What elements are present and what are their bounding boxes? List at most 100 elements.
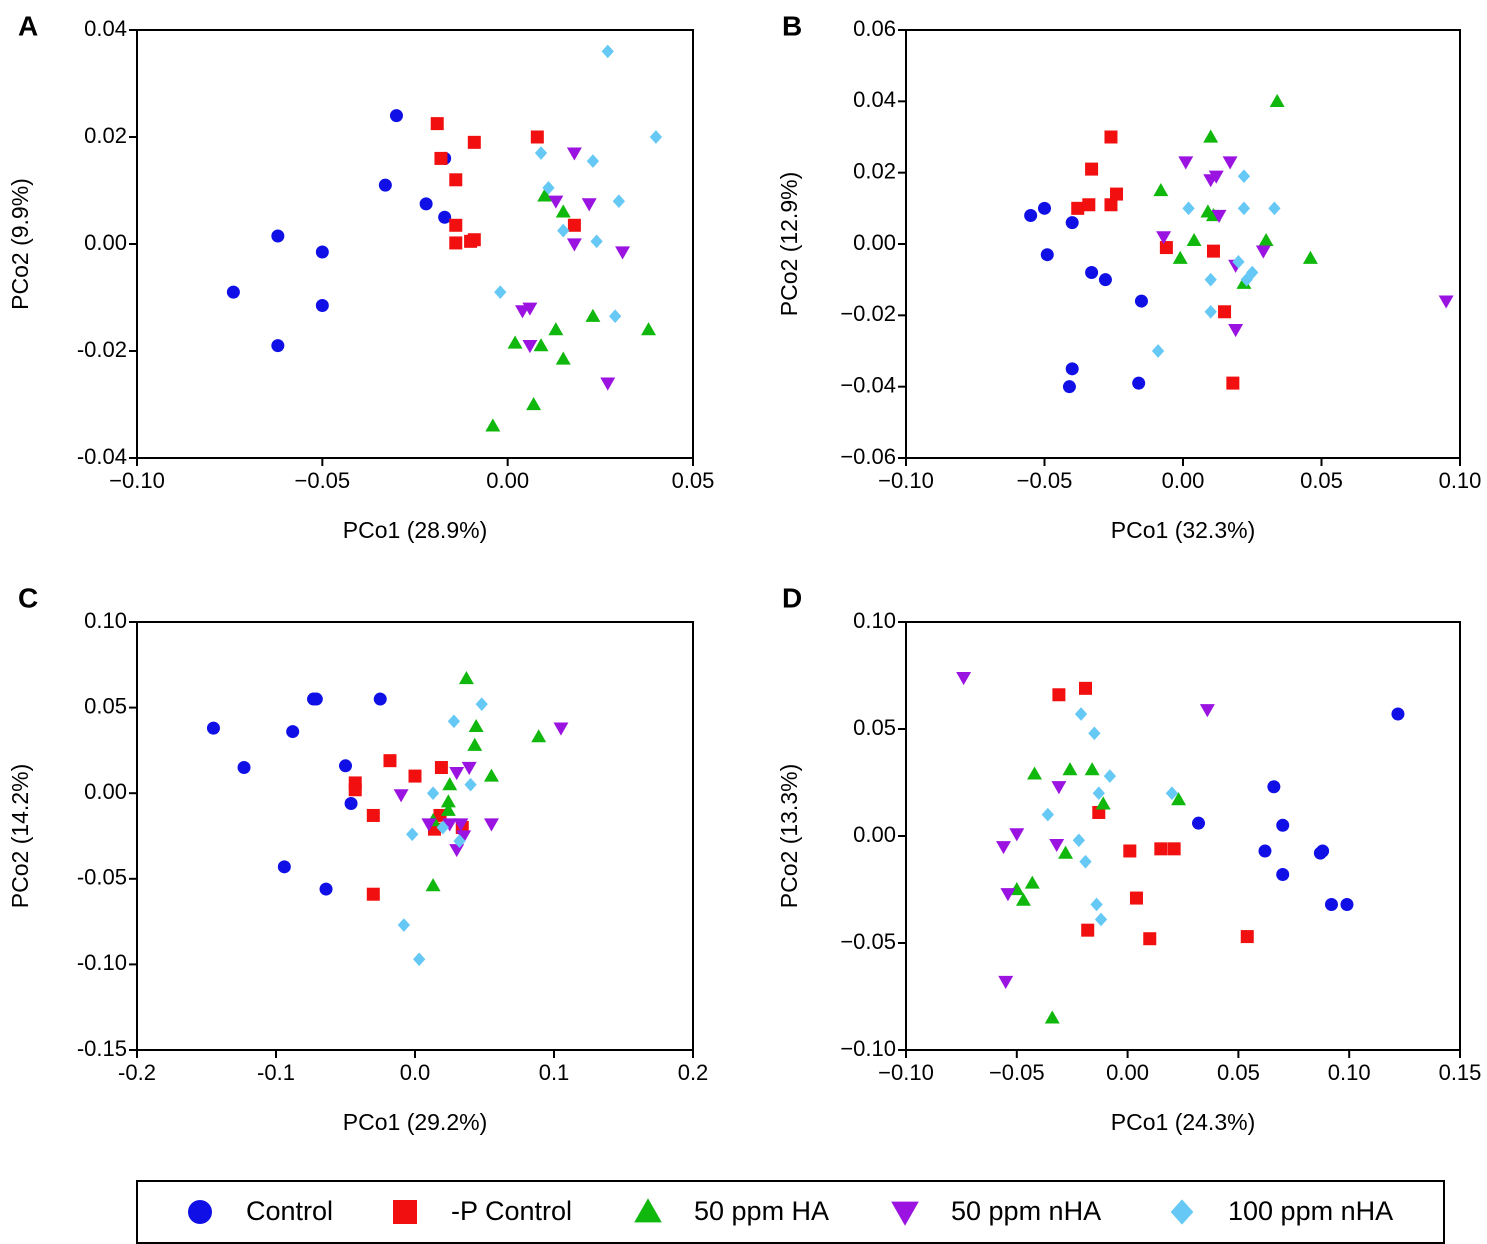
- data-point-pcontrol: [1240, 930, 1254, 944]
- data-point-pcontrol: [1104, 198, 1118, 212]
- data-point-nha50: [1000, 888, 1016, 902]
- legend-marker-pcontrol: [393, 1200, 417, 1224]
- data-point-ha50: [467, 737, 483, 751]
- data-point-nha100: [1204, 304, 1217, 319]
- data-point-pcontrol: [1052, 688, 1066, 702]
- data-point-ha50: [485, 418, 501, 432]
- data-point-nha100: [601, 44, 614, 59]
- data-point-nha100: [1079, 854, 1092, 869]
- data-point-control: [271, 339, 285, 353]
- data-point-pcontrol: [366, 887, 380, 901]
- data-point-ha50: [1058, 845, 1074, 859]
- data-point-pcontrol: [567, 218, 581, 232]
- x-tick-label: −0.05: [294, 468, 350, 493]
- data-point-ha50: [1302, 250, 1318, 264]
- data-point-ha50: [533, 338, 549, 352]
- data-point-ha50: [468, 718, 484, 733]
- data-point-nha50: [453, 818, 469, 832]
- x-tick-label: 0.00: [1162, 468, 1205, 493]
- data-point-nha50: [515, 305, 530, 319]
- x-axis: −0.10 −0.05 0.00 0.05: [109, 458, 714, 493]
- legend-label: -P Control: [451, 1196, 572, 1226]
- data-point-nha100: [1246, 265, 1259, 280]
- series-control: [1024, 201, 1148, 394]
- data-point-nha50: [456, 830, 472, 844]
- data-point-pcontrol: [1071, 201, 1085, 215]
- data-point-control: [1085, 266, 1099, 280]
- data-point-nha100: [542, 181, 555, 195]
- x-axis-title: PCo1 (32.3%): [1111, 517, 1255, 543]
- data-point-nha50: [998, 975, 1014, 989]
- series-ha50: [1009, 762, 1187, 1024]
- data-point-nha100: [1041, 807, 1054, 822]
- x-axis-title: PCo1 (24.3%): [1111, 1109, 1255, 1135]
- data-point-control: [315, 245, 329, 259]
- data-point-pcontrol: [1123, 844, 1137, 858]
- data-point-control: [319, 882, 333, 896]
- data-point-control: [1316, 844, 1330, 858]
- data-point-nha50: [615, 246, 631, 260]
- panel-letter: D: [782, 582, 802, 613]
- data-point-nha50: [1211, 209, 1227, 223]
- series-control: [1192, 707, 1405, 911]
- x-tick-label: 0.00: [1106, 1060, 1149, 1085]
- data-point-pcontrol: [1226, 376, 1240, 390]
- series-nha100: [494, 44, 663, 324]
- data-point-ha50: [1015, 892, 1031, 906]
- data-point-nha100: [1092, 786, 1105, 801]
- data-point-pcontrol: [430, 117, 444, 131]
- data-point-ha50: [1171, 792, 1187, 806]
- y-axis-title: PCo2 (13.3%): [776, 764, 802, 908]
- legend-marker-ha50: [634, 1198, 662, 1223]
- data-point-nha100: [453, 834, 466, 848]
- chart-panels: A −0.10 −0.05 0.00 0.05 0.04 0.02 0.00 -0.02 -0.0…: [7, 10, 1481, 1135]
- data-point-nha50: [449, 767, 465, 781]
- x-tick-label: 0.05: [1217, 1060, 1260, 1085]
- data-point-nha50: [1438, 295, 1454, 309]
- y-tick-label: -0.04: [77, 444, 127, 469]
- plot-frame: [136, 29, 694, 459]
- data-point-pcontrol: [467, 233, 481, 247]
- data-point-pcontrol: [530, 130, 544, 144]
- data-point-control: [1040, 248, 1054, 262]
- series-pcontrol: [1052, 681, 1254, 946]
- data-point-ha50: [1203, 129, 1219, 143]
- data-point-pcontrol: [366, 808, 380, 822]
- data-point-control: [226, 285, 240, 299]
- data-point-ha50: [440, 794, 456, 808]
- y-tick-label: 0.00: [853, 230, 896, 255]
- legend-label: 100 ppm nHA: [1228, 1196, 1393, 1226]
- data-point-nha100: [1237, 169, 1251, 184]
- data-point-nha100: [397, 918, 411, 932]
- series-nha100: [397, 697, 488, 967]
- chart-panel-d: D−0.10 −0.05 0.00 0.05 0.10 0.150.100.050.00−…: [776, 582, 1481, 1135]
- data-point-nha100: [1204, 272, 1217, 287]
- data-point-pcontrol: [1082, 198, 1096, 212]
- data-point-nha50: [1222, 156, 1238, 170]
- y-axis: 0.04 0.02 0.00 -0.02 -0.04: [77, 16, 137, 469]
- y-axis: 0.06 0.04 0.02 0.00 −0.02 −0.04 −0.06: [840, 16, 906, 469]
- data-point-nha100: [1165, 786, 1179, 801]
- data-point-ha50: [537, 188, 553, 202]
- data-points: [956, 672, 1405, 1024]
- data-point-nha50: [461, 761, 477, 775]
- data-point-control: [1065, 216, 1079, 230]
- data-point-control: [237, 761, 251, 775]
- data-point-nha100: [1088, 726, 1101, 741]
- data-point-nha100: [1094, 912, 1108, 927]
- series-pcontrol: [1071, 130, 1240, 390]
- series-nha100: [1151, 169, 1281, 358]
- x-tick-label: 0.00: [486, 468, 529, 493]
- y-tick-label: −0.06: [840, 444, 896, 469]
- data-point-control: [206, 721, 220, 735]
- data-point-ha50: [555, 351, 571, 365]
- series-ha50: [485, 188, 656, 432]
- data-point-ha50: [1172, 250, 1188, 264]
- data-point-nha100: [609, 309, 622, 324]
- data-point-nha100: [475, 697, 488, 712]
- y-tick-label: 0.06: [853, 16, 896, 41]
- data-point-control: [271, 229, 285, 243]
- data-point-control: [1038, 201, 1051, 215]
- data-point-ha50: [1269, 93, 1285, 107]
- panel-letter: A: [18, 10, 38, 41]
